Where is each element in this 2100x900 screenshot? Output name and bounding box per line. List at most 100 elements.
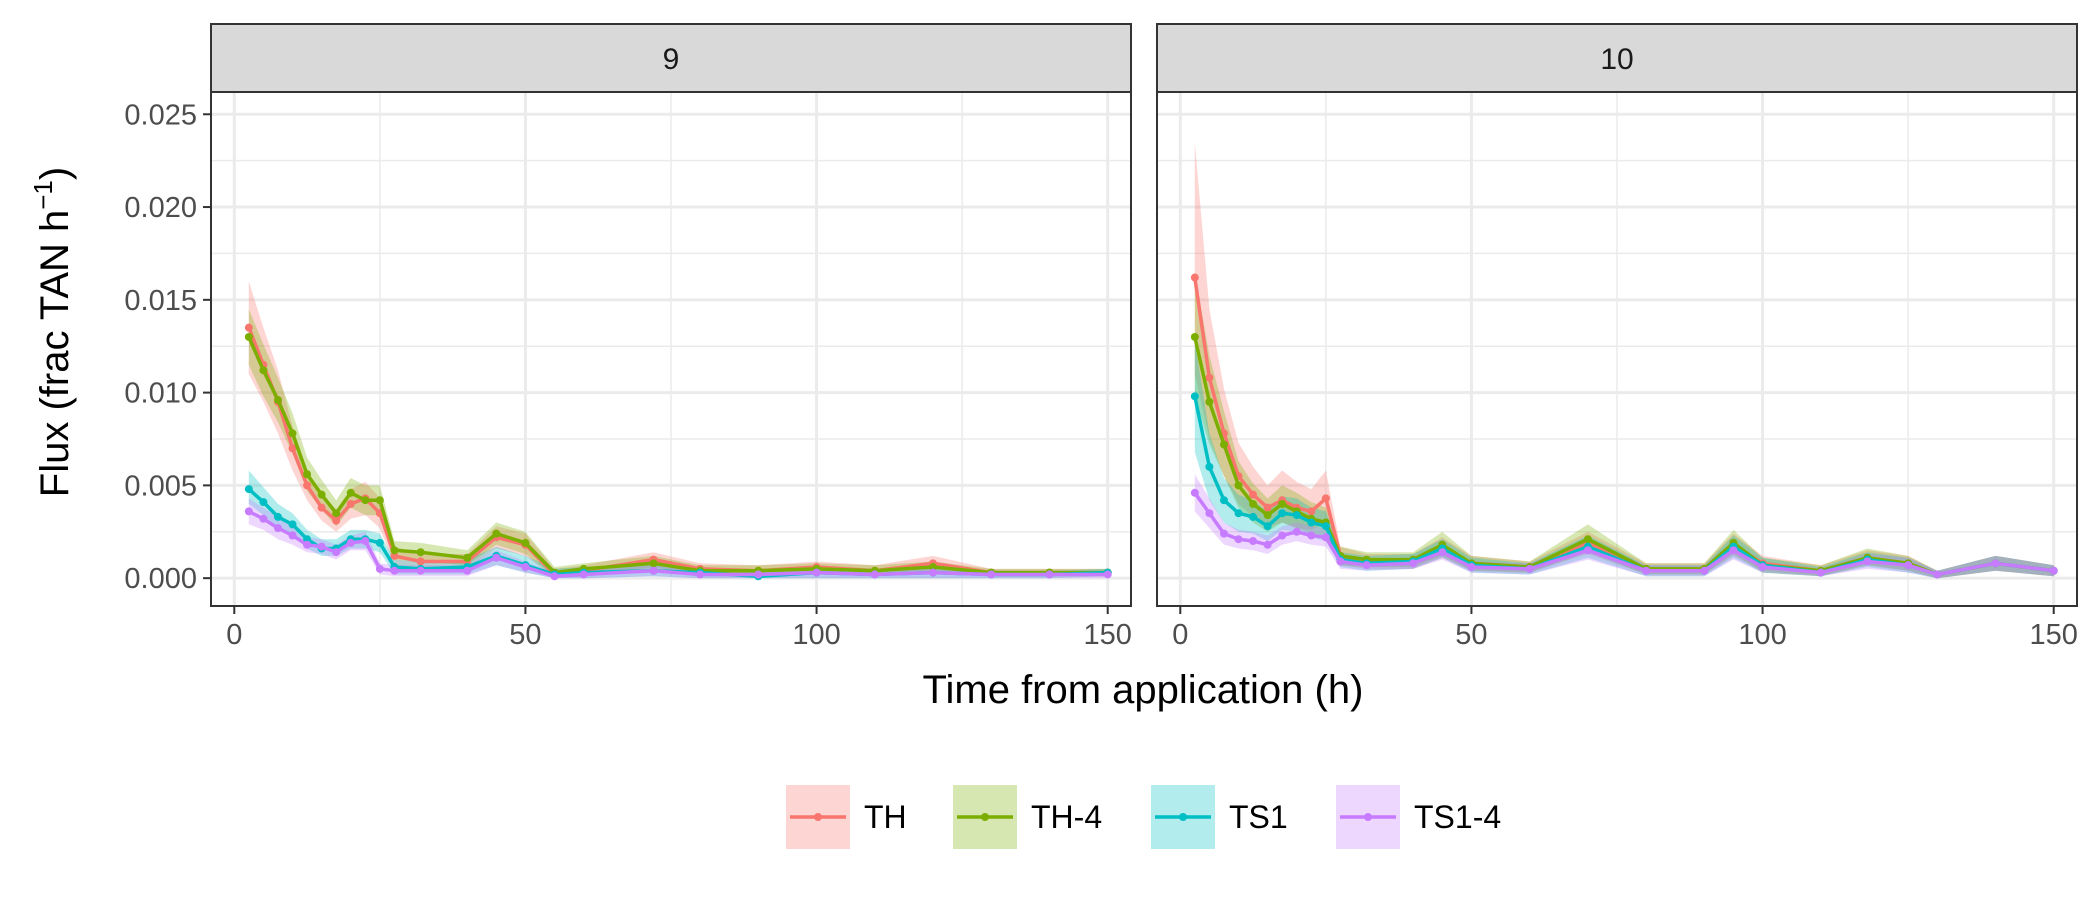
legend-item-th: TH [786, 785, 907, 849]
facet-strip-label: 10 [1600, 43, 1633, 76]
data-point-th-4 [288, 429, 297, 438]
data-point-th-4 [929, 563, 938, 572]
y-axis: 0.000 0.005 0.010 0.015 0.020 0.025 [124, 99, 211, 595]
data-point-ts1-4 [1758, 563, 1767, 572]
data-point-ts1-4 [463, 566, 472, 575]
data-point-ts1-4 [1205, 509, 1214, 518]
legend-item-ts1-4: TS1-4 [1336, 785, 1501, 849]
data-point-ts1-4 [1816, 568, 1825, 577]
y-tick-label: 0.010 [124, 378, 197, 410]
data-point-th [303, 481, 312, 490]
x-tick-label: 50 [1455, 619, 1487, 651]
facet-panel-9: 9 [210, 23, 1132, 607]
data-point-ts1-4 [375, 564, 384, 573]
data-point-ts1-4 [1525, 564, 1534, 573]
x-tick-label: 0 [226, 619, 242, 651]
data-point-ts1-4 [1729, 546, 1738, 555]
data-point-th-4 [416, 548, 425, 557]
data-point-ts1-4 [579, 570, 588, 579]
x-tick-label: 50 [509, 619, 541, 651]
data-point-ts1 [1249, 512, 1258, 521]
legend-key-point [814, 813, 822, 821]
x-tick-label: 0 [1172, 619, 1188, 651]
data-point-ts1-4 [1409, 559, 1418, 568]
data-point-ts1 [244, 485, 253, 494]
x-axis-title: Time from application (h) [923, 668, 1364, 712]
data-point-ts1-4 [317, 542, 326, 551]
x-tick-label: 150 [2030, 619, 2078, 651]
data-point-ts1-4 [1292, 527, 1301, 536]
data-point-ts1-4 [1362, 561, 1371, 570]
data-point-ts1-4 [754, 570, 763, 579]
data-point-ts1-4 [1642, 566, 1651, 575]
data-point-ts1-4 [1249, 537, 1258, 546]
legend-key-point [1179, 813, 1187, 821]
data-point-th-4 [1190, 332, 1199, 341]
data-point-th-4 [521, 538, 530, 547]
data-point-th-4 [492, 529, 501, 538]
data-point-ts1 [1219, 496, 1228, 505]
data-point-ts1-4 [1933, 570, 1942, 579]
data-point-ts1 [1263, 522, 1272, 531]
facet-strip [210, 23, 1132, 93]
legend-key-point [981, 813, 989, 821]
data-point-ts1-4 [288, 531, 297, 540]
facet-strip [1156, 23, 2078, 93]
data-point-th-4 [259, 366, 268, 375]
data-point-th-4 [1263, 511, 1272, 520]
y-axis-title-superscript: −1 [28, 180, 58, 210]
data-point-ts1 [259, 498, 268, 507]
data-point-th-4 [332, 509, 341, 518]
data-point-th [390, 551, 399, 560]
data-point-ts1-4 [870, 570, 879, 579]
data-point-th [416, 557, 425, 566]
data-point-ts1-4 [1321, 533, 1330, 542]
data-point-ts1-4 [1307, 531, 1316, 540]
data-point-ts1-4 [1583, 546, 1592, 555]
y-tick-label: 0.005 [124, 470, 197, 502]
data-point-ts1 [1190, 392, 1199, 401]
data-point-ts1-4 [1700, 566, 1709, 575]
data-point-th [1205, 373, 1214, 382]
data-point-ts1-4 [492, 553, 501, 562]
legend: TH TH-4 TS1 TS1-4 [786, 785, 1501, 849]
x-axis: 0 50 100 150 0 50 100 150 [226, 606, 2078, 651]
data-point-ts1-4 [696, 570, 705, 579]
data-point-th-4 [1278, 499, 1287, 508]
data-point-ts1-4 [1278, 531, 1287, 540]
data-point-ts1-4 [1467, 563, 1476, 572]
data-point-ts1-4 [1336, 557, 1345, 566]
facet-panel-10: 10 [1156, 23, 2078, 607]
x-tick-label: 100 [1738, 619, 1786, 651]
data-point-ts1-4 [1103, 570, 1112, 579]
data-point-ts1-4 [649, 566, 658, 575]
x-tick-label: 150 [1084, 619, 1132, 651]
data-point-th-4 [649, 559, 658, 568]
data-point-ts1 [375, 538, 384, 547]
data-point-ts1-4 [273, 524, 282, 533]
data-point-th [288, 444, 297, 453]
data-point-ts1-4 [1991, 559, 2000, 568]
data-point-ts1 [1205, 462, 1214, 471]
data-point-ts1 [1321, 522, 1330, 531]
data-point-ts1 [1234, 509, 1243, 518]
data-point-ts1-4 [346, 538, 355, 547]
data-point-ts1-4 [1863, 557, 1872, 566]
data-point-ts1-4 [2049, 566, 2058, 575]
data-point-th-4 [244, 332, 253, 341]
data-point-ts1-4 [550, 572, 559, 581]
legend-item-ts1: TS1 [1151, 785, 1288, 849]
data-point-ts1-4 [244, 507, 253, 516]
y-tick-label: 0.025 [124, 99, 197, 131]
data-point-ts1 [1292, 511, 1301, 520]
data-point-th-4 [317, 490, 326, 499]
data-point-th [1321, 494, 1330, 503]
legend-label: TS1-4 [1414, 799, 1501, 835]
data-point-ts1 [1278, 509, 1287, 518]
data-point-th-4 [463, 553, 472, 562]
y-tick-label: 0.000 [124, 563, 197, 595]
data-point-ts1-4 [1190, 488, 1199, 497]
data-point-ts1-4 [521, 563, 530, 572]
data-point-ts1-4 [812, 568, 821, 577]
data-point-ts1-4 [1263, 540, 1272, 549]
